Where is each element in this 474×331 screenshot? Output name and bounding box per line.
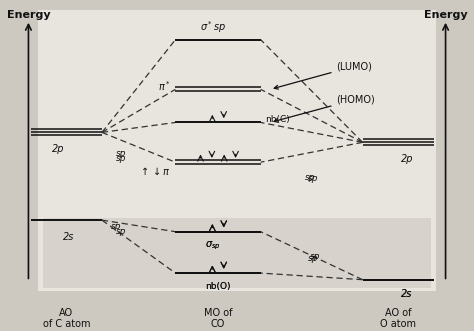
Text: MO of
CO: MO of CO: [204, 308, 232, 329]
Text: sp: sp: [111, 222, 121, 231]
Text: 2p: 2p: [52, 144, 64, 154]
Text: $\sigma_{sp}$: $\sigma_{sp}$: [205, 240, 221, 252]
Text: 2s: 2s: [63, 232, 74, 242]
Text: 2s: 2s: [401, 289, 412, 299]
Text: nb(C): nb(C): [265, 115, 290, 124]
Text: sp: sp: [116, 149, 126, 159]
Text: AO of
O atom: AO of O atom: [380, 308, 416, 329]
Text: sp: sp: [305, 172, 316, 182]
Text: sp: sp: [116, 227, 126, 236]
Text: 2p: 2p: [401, 154, 413, 164]
Text: sp: sp: [310, 252, 320, 261]
Text: (LUMO): (LUMO): [274, 61, 373, 89]
FancyBboxPatch shape: [43, 218, 431, 288]
Polygon shape: [38, 10, 436, 291]
Text: 2s: 2s: [401, 289, 412, 299]
Text: $\sigma_{sp}$: $\sigma_{sp}$: [205, 240, 221, 252]
Text: sp: sp: [308, 174, 318, 183]
Text: $\sigma^*$sp: $\sigma^*$sp: [201, 19, 226, 35]
Text: nb(O): nb(O): [205, 282, 231, 291]
Text: Energy: Energy: [424, 10, 467, 20]
Text: Energy: Energy: [7, 10, 50, 20]
Text: sp: sp: [308, 254, 318, 263]
Text: AO
of C atom: AO of C atom: [43, 308, 90, 329]
Text: sp: sp: [116, 154, 126, 164]
Text: $\pi^*$: $\pi^*$: [158, 79, 171, 93]
Text: $\uparrow\downarrow\pi$: $\uparrow\downarrow\pi$: [139, 166, 171, 176]
Text: (HOMO): (HOMO): [274, 94, 375, 122]
Text: nb(O): nb(O): [205, 282, 231, 291]
